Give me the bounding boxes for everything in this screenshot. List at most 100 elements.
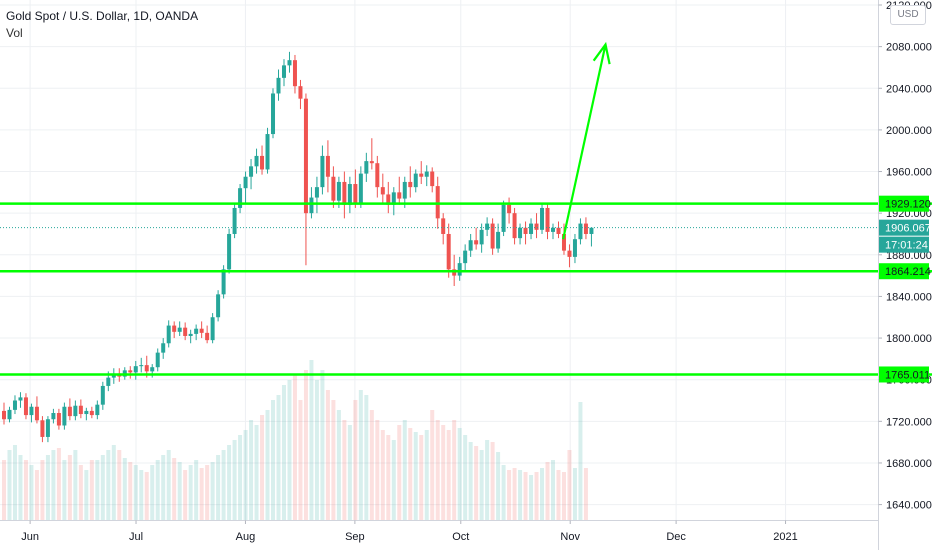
candle-body	[545, 207, 550, 232]
volume-bar	[556, 470, 561, 520]
currency-button[interactable]: USD	[890, 5, 926, 25]
time-tick-label: Jun	[21, 531, 39, 543]
candlesticks	[2, 51, 594, 443]
volume-bar	[369, 410, 374, 520]
volume-bar	[281, 385, 286, 520]
volume-bar	[512, 468, 517, 520]
volume-bar	[561, 472, 566, 520]
candle-body	[567, 250, 572, 257]
price-tick-label: 1720.000	[886, 416, 932, 428]
candle-body	[2, 410, 6, 420]
volume-bar	[210, 462, 215, 520]
candle-body	[479, 229, 484, 245]
price-tick-label: 2040.000	[886, 83, 932, 95]
volume-bar	[364, 395, 369, 520]
volume-bar	[89, 460, 94, 520]
volume-bar	[2, 460, 6, 520]
time-tick-label: Sep	[345, 531, 365, 543]
candle-body	[292, 60, 297, 87]
volume-bar	[452, 420, 457, 520]
candle-body	[380, 187, 385, 195]
candle-body	[485, 223, 490, 230]
level-price-label: 1864.214	[885, 266, 931, 278]
volume-bar	[375, 420, 380, 520]
time-axis[interactable]: Jun Jul Aug Sep Oct Nov Dec 2021	[0, 520, 879, 544]
candle-body	[523, 227, 528, 234]
volume-bar	[336, 410, 341, 520]
candle-body	[281, 65, 286, 78]
candle-body	[314, 187, 319, 198]
volume-bar	[468, 442, 473, 520]
volume-bar	[216, 455, 221, 520]
candle-body	[463, 250, 468, 264]
candle-body	[419, 173, 424, 177]
volume-bars	[2, 360, 588, 520]
candle-body	[161, 343, 166, 353]
volume-bar	[111, 445, 116, 520]
volume-bar	[331, 400, 336, 520]
volume-bar	[144, 472, 149, 520]
candle-body	[408, 181, 413, 188]
volume-bar	[260, 415, 265, 520]
volume-bar	[485, 440, 490, 520]
volume-bar	[347, 425, 352, 520]
candle-body	[358, 173, 363, 203]
price-tick-label: 1960.000	[886, 167, 932, 179]
candle-body	[298, 86, 303, 99]
time-tick-label: Dec	[666, 531, 686, 543]
volume-bar	[397, 425, 402, 520]
volume-bar	[177, 462, 182, 520]
candle-body	[29, 406, 34, 416]
candle-body	[62, 406, 67, 426]
candle-body	[474, 240, 479, 245]
candle-body	[424, 171, 429, 177]
current-price-label: 1906.067	[885, 223, 931, 235]
volume-bar	[166, 450, 171, 520]
volume-bar	[430, 410, 435, 520]
candle-body	[238, 188, 243, 208]
volume-bar	[51, 450, 56, 520]
candle-body	[155, 352, 160, 368]
price-tick-label: 1880.000	[886, 250, 932, 262]
candle-body	[100, 385, 105, 405]
candle-body	[205, 332, 210, 341]
volume-bar	[545, 462, 550, 520]
volume-bar	[18, 455, 23, 520]
candle-body	[84, 410, 89, 415]
candle-body	[210, 317, 215, 341]
candle-body	[221, 269, 226, 295]
volume-bar	[122, 458, 127, 520]
price-axis-labels: 1929.120 1864.214 1765.011 1906.067 17:01:24	[879, 195, 931, 383]
horizontal-levels[interactable]	[0, 202, 932, 376]
time-tick-label: Nov	[560, 531, 580, 543]
candle-body	[347, 184, 352, 205]
price-tick-label: 1840.000	[886, 291, 932, 303]
candle-body	[589, 227, 594, 234]
candle-body	[501, 204, 506, 232]
candle-body	[216, 294, 221, 318]
candle-body	[375, 163, 380, 188]
candle-body	[441, 218, 446, 234]
candle-body	[336, 181, 341, 201]
candle-body	[23, 397, 28, 416]
volume-bar	[7, 450, 12, 520]
candle-body	[67, 406, 72, 417]
volume-bar	[501, 465, 506, 520]
volume-bar	[183, 470, 188, 520]
volume-bar	[572, 468, 577, 520]
arrow-shaft	[562, 44, 607, 240]
volume-indicator-label[interactable]: Vol	[6, 26, 23, 40]
volume-bar	[73, 450, 78, 520]
volume-bar	[221, 450, 226, 520]
volume-bar	[45, 455, 50, 520]
candle-body	[452, 269, 457, 276]
candle-body	[309, 197, 314, 214]
volume-bar	[314, 380, 319, 520]
candle-body	[227, 233, 232, 270]
trend-arrow[interactable]	[562, 41, 611, 240]
level-price-label-bg	[879, 366, 929, 383]
candle-body	[369, 161, 374, 164]
candle-body	[540, 207, 545, 230]
